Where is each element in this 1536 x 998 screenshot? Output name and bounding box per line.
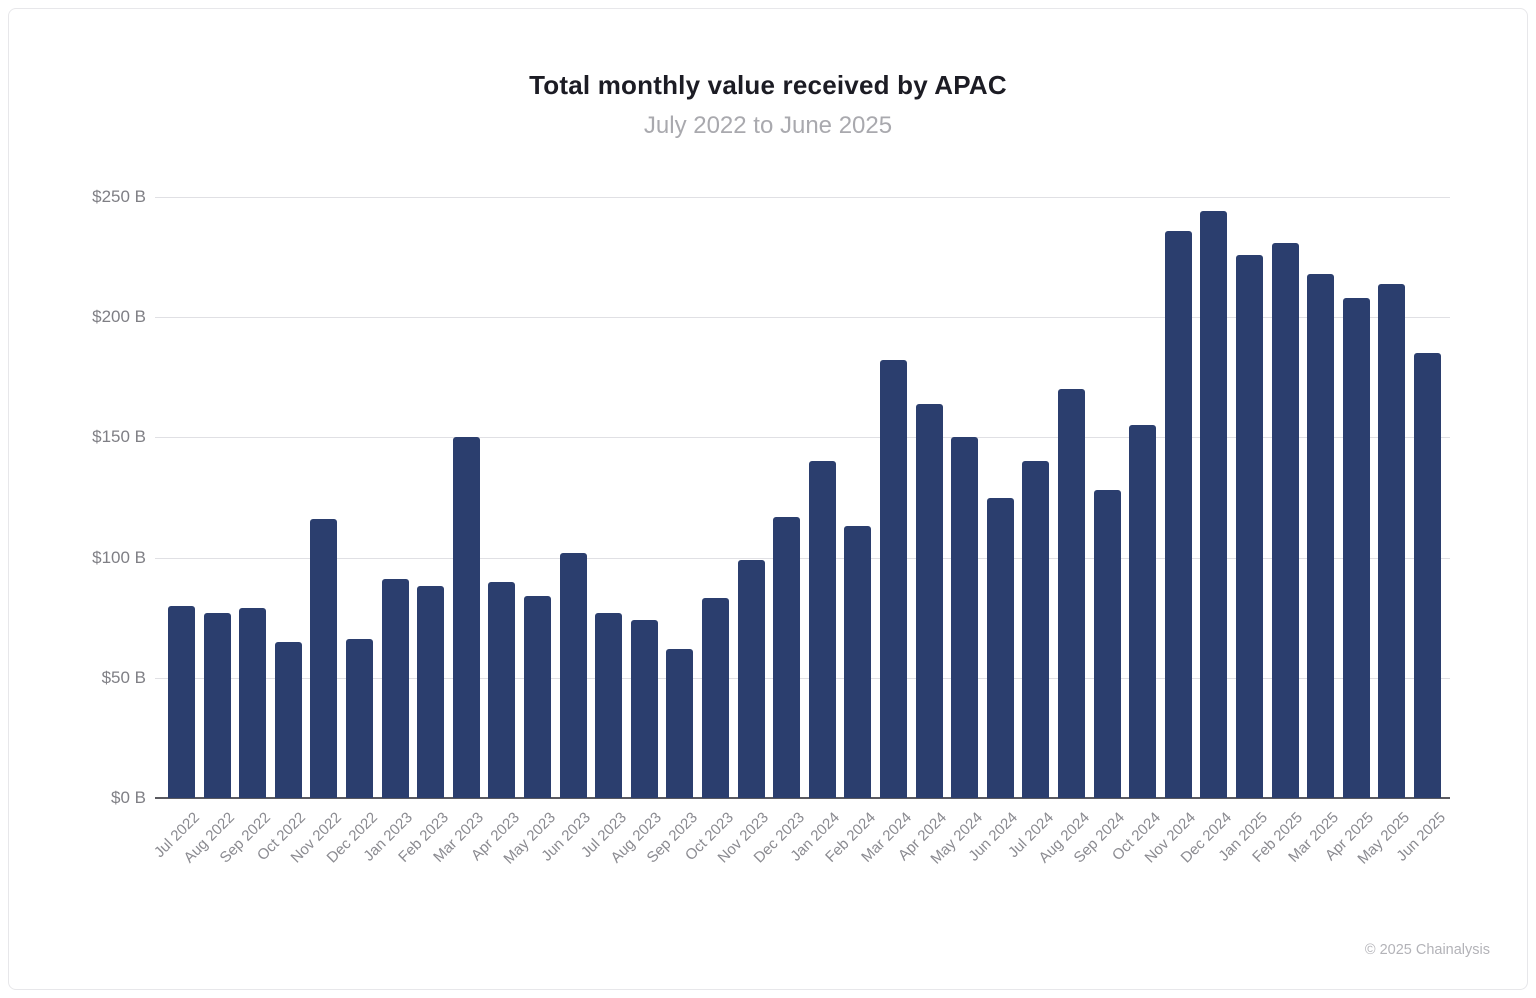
x-axis-baseline	[155, 797, 1450, 799]
y-tick-label: $200 B	[92, 307, 146, 327]
bar-oct-2023	[702, 598, 729, 798]
copyright-label: © 2025 Chainalysis	[1364, 942, 1490, 958]
gridline	[155, 317, 1450, 319]
bar-jan-2023	[381, 579, 409, 798]
bar-jun-2025	[1414, 353, 1441, 798]
bar-feb-2023	[417, 586, 445, 798]
bar-mar-2025	[1307, 273, 1335, 798]
gridline	[155, 437, 1450, 439]
y-tick-label: $150 B	[92, 427, 146, 447]
bar-oct-2022	[274, 641, 302, 798]
bar-dec-2023	[773, 516, 801, 798]
bar-may-2023	[524, 596, 551, 798]
bar-jul-2023	[595, 612, 623, 798]
y-tick-label: $100 B	[92, 547, 146, 567]
y-tick-label: $50 B	[101, 667, 146, 687]
y-tick-label: $0 B	[111, 788, 146, 807]
bar-nov-2024	[1164, 230, 1192, 798]
bar-nov-2022	[310, 519, 338, 798]
gridline	[155, 557, 1450, 559]
bar-jul-2022	[168, 605, 195, 798]
bar-apr-2025	[1342, 297, 1370, 798]
bar-aug-2023	[630, 620, 658, 798]
bar-dec-2022	[346, 639, 373, 798]
bar-may-2025	[1378, 283, 1406, 798]
bar-jan-2024	[808, 461, 836, 798]
chart-title: Total monthly value received by APAC	[529, 70, 1007, 100]
bar-nov-2023	[737, 560, 765, 798]
bar-mar-2024	[880, 360, 907, 798]
bar-sep-2023	[666, 648, 694, 798]
bar-aug-2022	[203, 612, 231, 798]
bar-jan-2025	[1236, 254, 1263, 798]
y-tick-label: $250 B	[92, 187, 146, 206]
bar-jul-2024	[1022, 461, 1050, 798]
bar-dec-2024	[1200, 211, 1228, 798]
bar-feb-2025	[1271, 242, 1299, 798]
bar-sep-2022	[239, 608, 267, 798]
bar-apr-2023	[488, 581, 516, 798]
bar-feb-2024	[844, 526, 872, 798]
bar-mar-2023	[452, 437, 480, 798]
gridline	[155, 677, 1450, 679]
bar-sep-2024	[1093, 490, 1121, 798]
bar-may-2024	[951, 437, 979, 798]
gridline	[155, 197, 1450, 198]
bar-jun-2024	[986, 497, 1014, 798]
bar-apr-2024	[915, 403, 943, 798]
bar-oct-2024	[1129, 425, 1157, 798]
bar-jun-2023	[559, 552, 587, 798]
chart-subtitle: July 2022 to June 2025	[643, 112, 893, 139]
bar-aug-2024	[1058, 389, 1085, 798]
